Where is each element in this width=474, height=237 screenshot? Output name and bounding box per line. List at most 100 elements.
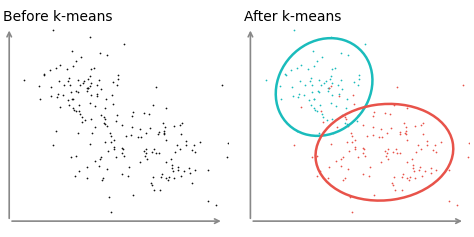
Point bbox=[174, 168, 182, 172]
Point bbox=[86, 35, 94, 38]
Point bbox=[68, 50, 76, 53]
Point bbox=[328, 142, 335, 146]
Point bbox=[365, 174, 373, 178]
Point bbox=[403, 138, 411, 141]
Point bbox=[328, 93, 336, 97]
Point bbox=[107, 134, 114, 138]
Point bbox=[338, 114, 346, 117]
Point bbox=[66, 76, 73, 80]
Point bbox=[411, 176, 419, 180]
Point bbox=[276, 84, 284, 87]
Point bbox=[317, 169, 324, 173]
Point bbox=[317, 83, 325, 87]
Point bbox=[354, 155, 361, 159]
Point bbox=[313, 154, 320, 158]
Point bbox=[464, 155, 472, 159]
Point bbox=[383, 154, 390, 157]
Point bbox=[236, 191, 244, 195]
Point bbox=[101, 140, 109, 144]
Point bbox=[67, 91, 74, 94]
Point bbox=[298, 63, 305, 67]
Point bbox=[409, 163, 417, 166]
Point bbox=[295, 95, 302, 99]
Point bbox=[88, 93, 95, 97]
Point bbox=[421, 169, 429, 173]
Point bbox=[343, 140, 350, 144]
Point bbox=[78, 120, 85, 124]
Point bbox=[310, 64, 318, 68]
Point bbox=[71, 108, 78, 112]
Point bbox=[136, 128, 144, 131]
Point bbox=[148, 183, 156, 187]
Point bbox=[63, 67, 71, 71]
Point bbox=[401, 121, 408, 125]
Point bbox=[49, 28, 57, 32]
Point bbox=[223, 155, 230, 159]
Point bbox=[316, 103, 324, 107]
Point bbox=[110, 138, 118, 142]
Point bbox=[167, 157, 175, 161]
Point bbox=[128, 114, 136, 118]
Point bbox=[377, 128, 385, 131]
Point bbox=[403, 106, 411, 109]
Point bbox=[20, 78, 28, 82]
Point bbox=[342, 117, 350, 120]
Point bbox=[322, 79, 329, 83]
Point bbox=[178, 132, 185, 136]
Point bbox=[337, 157, 345, 160]
Point bbox=[339, 178, 347, 182]
Point bbox=[155, 132, 162, 135]
Point bbox=[181, 169, 188, 173]
Point bbox=[204, 169, 212, 172]
Point bbox=[96, 164, 103, 168]
Point bbox=[112, 119, 119, 123]
Point bbox=[381, 111, 389, 115]
Point bbox=[156, 188, 164, 191]
Point bbox=[345, 150, 353, 153]
Point bbox=[359, 146, 366, 150]
Point bbox=[331, 66, 339, 70]
Point bbox=[152, 151, 159, 155]
Point bbox=[359, 123, 367, 127]
Point bbox=[328, 67, 336, 71]
Point bbox=[69, 64, 76, 68]
Point bbox=[393, 151, 401, 155]
Point bbox=[174, 165, 182, 169]
Point bbox=[352, 138, 359, 142]
Point bbox=[74, 90, 82, 94]
Point bbox=[73, 89, 80, 93]
Point bbox=[142, 151, 150, 155]
Point bbox=[113, 83, 121, 87]
Point bbox=[171, 150, 179, 154]
Point bbox=[351, 147, 359, 151]
Point bbox=[47, 94, 55, 98]
Point bbox=[402, 132, 410, 136]
Point bbox=[76, 83, 83, 87]
Point bbox=[349, 210, 356, 214]
Point bbox=[403, 176, 411, 179]
Point bbox=[69, 97, 76, 101]
Point bbox=[91, 104, 99, 108]
Point bbox=[212, 203, 220, 207]
Point bbox=[296, 92, 303, 96]
Point bbox=[371, 110, 378, 114]
Point bbox=[341, 121, 349, 125]
Point bbox=[310, 106, 318, 110]
Point bbox=[325, 90, 332, 93]
Point bbox=[78, 55, 85, 59]
Point bbox=[344, 168, 352, 171]
Point bbox=[308, 83, 315, 87]
Point bbox=[75, 169, 83, 173]
Point bbox=[337, 51, 345, 55]
Point bbox=[349, 141, 356, 144]
Point bbox=[341, 176, 348, 180]
Point bbox=[384, 147, 392, 150]
Point bbox=[224, 141, 232, 145]
Point bbox=[319, 115, 327, 119]
Point bbox=[73, 59, 80, 63]
Point bbox=[188, 148, 195, 152]
Point bbox=[335, 94, 342, 98]
Point bbox=[325, 165, 332, 169]
Point bbox=[55, 92, 62, 96]
Point bbox=[93, 83, 100, 87]
